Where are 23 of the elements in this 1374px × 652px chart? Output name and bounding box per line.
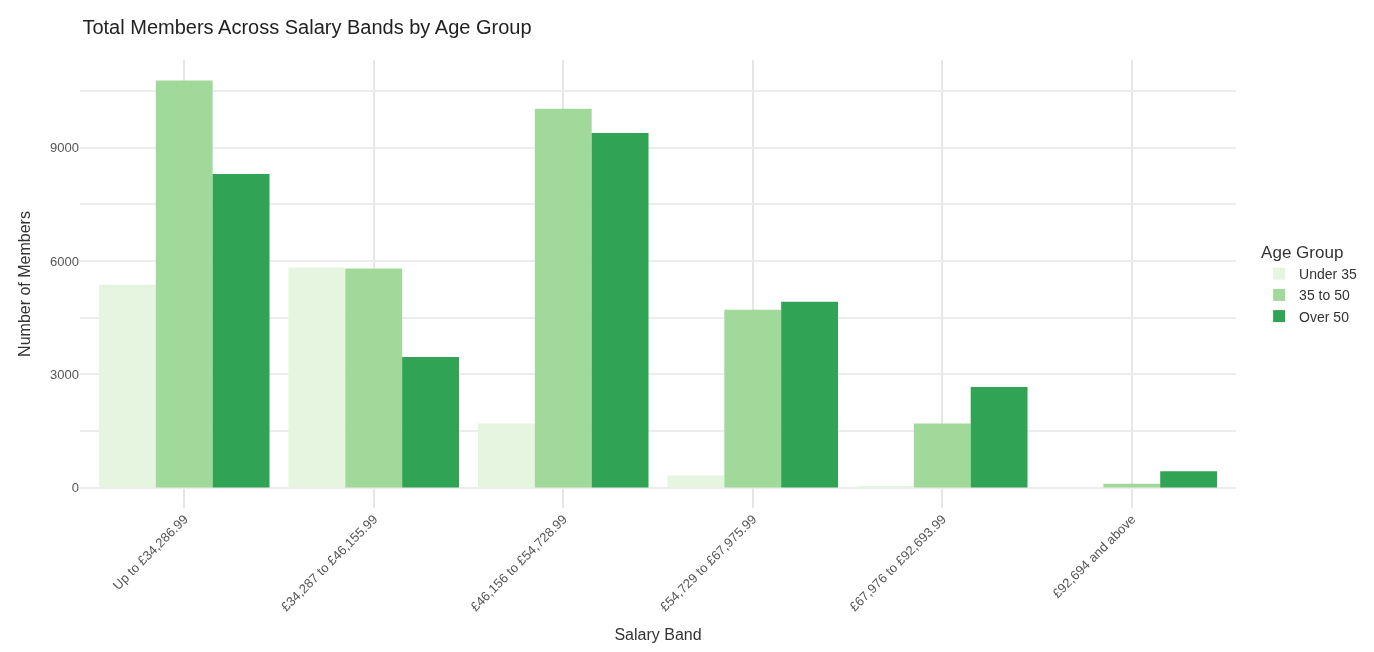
y-tick-label: 6000: [50, 253, 79, 269]
chart-title: Total Members Across Salary Bands by Age Group: [82, 15, 532, 38]
legend-label: Under 35: [1299, 266, 1357, 283]
bar: [345, 268, 403, 488]
bar: [1103, 483, 1161, 488]
bar: [402, 356, 460, 488]
y-tick-label: 0: [71, 480, 79, 496]
bar: [724, 309, 782, 488]
bar: [534, 108, 592, 488]
x-axis-title: Salary Band: [614, 625, 702, 643]
bar: [212, 174, 270, 488]
bar: [1160, 471, 1218, 488]
bar: [970, 387, 1028, 488]
legend-title: Age Group: [1261, 243, 1344, 263]
bar: [155, 80, 213, 488]
bar: [781, 301, 839, 488]
legend-label: 35 to 50: [1299, 287, 1350, 304]
bar: [913, 423, 971, 488]
legend-label: Over 50: [1299, 308, 1350, 325]
y-tick-label: 9000: [50, 140, 79, 156]
y-tick-label: 3000: [50, 366, 79, 382]
bar: [591, 132, 649, 488]
y-axis-title: Number of Members: [15, 211, 33, 357]
